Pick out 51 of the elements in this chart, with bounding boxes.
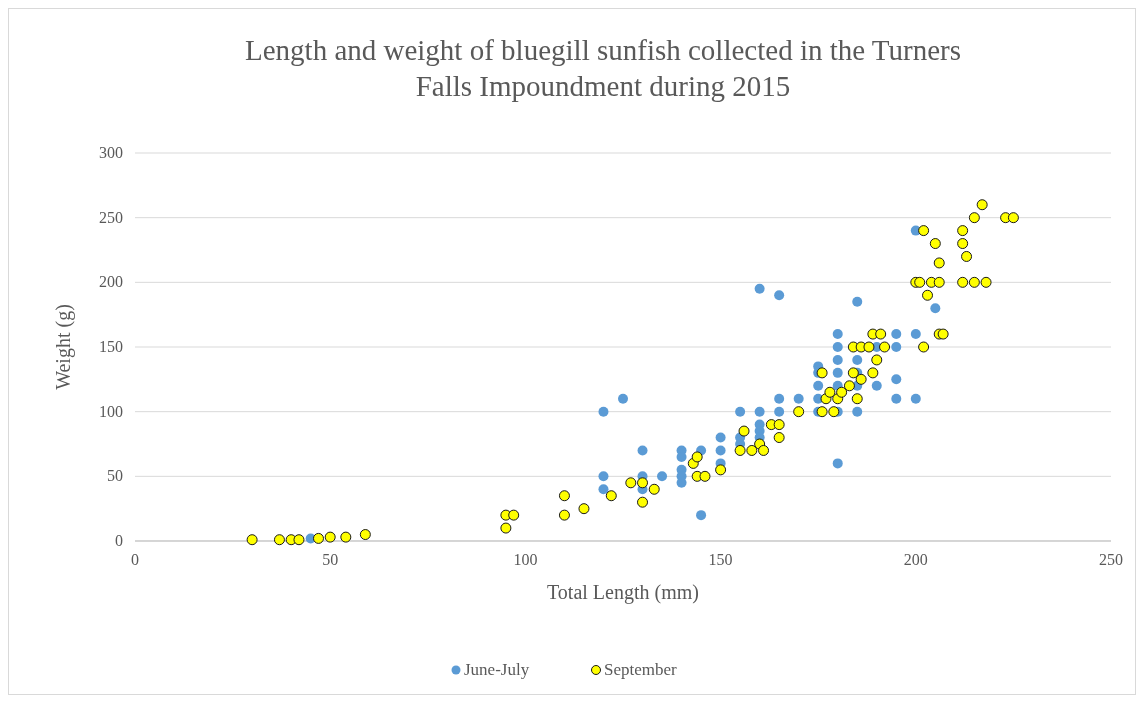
x-axis-title: Total Length (mm) xyxy=(547,581,699,604)
point xyxy=(832,367,843,378)
x-tick-label: 100 xyxy=(513,551,538,568)
point xyxy=(832,329,843,340)
legend-label: September xyxy=(604,660,678,679)
point xyxy=(598,484,609,495)
point xyxy=(774,393,785,404)
point xyxy=(871,380,882,391)
point xyxy=(598,471,609,482)
point xyxy=(930,303,941,314)
y-tick-label: 200 xyxy=(99,273,123,291)
y-tick-label: 250 xyxy=(99,208,123,226)
point xyxy=(598,406,609,417)
point xyxy=(637,445,648,456)
point xyxy=(715,445,726,456)
point xyxy=(715,432,726,443)
point xyxy=(891,393,902,404)
x-tick-label: 250 xyxy=(1099,551,1123,568)
point xyxy=(657,471,668,482)
point xyxy=(774,290,785,301)
point xyxy=(832,342,843,352)
point xyxy=(891,329,902,340)
point xyxy=(696,510,707,521)
y-tick-label: 150 xyxy=(99,338,123,355)
point xyxy=(852,296,863,307)
x-tick-label: 0 xyxy=(131,551,139,568)
x-tick-label: 200 xyxy=(903,551,928,568)
y-tick-label: 50 xyxy=(107,467,123,485)
point xyxy=(891,374,902,385)
point xyxy=(832,458,843,469)
point xyxy=(754,283,765,294)
point xyxy=(852,406,863,417)
y-tick-label: 300 xyxy=(99,144,123,161)
chart-title: Length and weight of bluegill sunfish collected in the Turners Falls Impoundment during 2015 xyxy=(244,34,962,102)
point xyxy=(832,354,843,365)
point xyxy=(735,406,746,417)
x-tick-label: 50 xyxy=(322,551,339,568)
point xyxy=(813,380,824,391)
y-axis-title: Weight (g) xyxy=(52,304,75,390)
point xyxy=(793,393,804,404)
point xyxy=(618,393,628,404)
point xyxy=(754,406,765,417)
legend-label: June-July xyxy=(464,660,530,679)
point xyxy=(774,406,785,417)
x-tick-label: 150 xyxy=(708,551,733,568)
point xyxy=(910,329,921,340)
point xyxy=(852,354,863,365)
y-tick-label: 100 xyxy=(99,402,123,420)
y-tick-label: 0 xyxy=(115,532,123,549)
point xyxy=(910,393,921,404)
point xyxy=(891,342,902,352)
